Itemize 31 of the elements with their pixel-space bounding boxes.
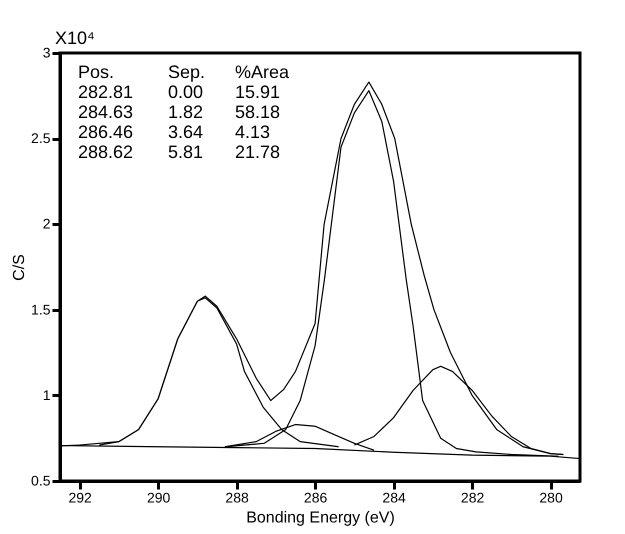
x-axis-title: Bonding Energy (eV) [246, 510, 395, 526]
x-tick-label: 290 [146, 490, 171, 506]
annotation: 3.64 [168, 122, 204, 142]
x-tick-label: 292 [68, 490, 92, 506]
annotation: 58.18 [235, 102, 280, 122]
annotation: 21.78 [235, 142, 280, 162]
y-tick-label: 3 [42, 44, 51, 60]
annotation: 0.00 [168, 82, 204, 102]
annotation: 288.62 [78, 142, 134, 162]
x-tick-label: 284 [382, 490, 406, 506]
annotation: 282.81 [78, 82, 134, 102]
y-tick-label: 1.5 [31, 301, 51, 318]
x-tick-label: 282 [460, 490, 484, 506]
annotation: 4.13 [235, 122, 270, 142]
x-tick-label: 286 [304, 490, 328, 506]
y-axis-title: C/S [11, 254, 28, 281]
text: X10⁴ [55, 28, 95, 48]
annotation: %Area [235, 62, 290, 82]
annotation: Sep. [168, 62, 206, 82]
y-tick-label: 2 [42, 216, 51, 232]
y-tick-label: 1 [42, 386, 51, 403]
x-tick-label: 288 [225, 490, 249, 506]
y-tick-label: 0.5 [31, 472, 51, 488]
x-tick-label: 280 [539, 490, 563, 506]
annotation: 5.81 [168, 142, 204, 162]
annotation: 286.46 [78, 122, 134, 142]
annotation: 284.63 [78, 102, 134, 122]
annotation: 1.82 [168, 102, 204, 122]
annotation: 15.91 [235, 82, 280, 102]
y-tick-label: 2.5 [31, 130, 51, 146]
annotation: Pos. [78, 62, 114, 82]
